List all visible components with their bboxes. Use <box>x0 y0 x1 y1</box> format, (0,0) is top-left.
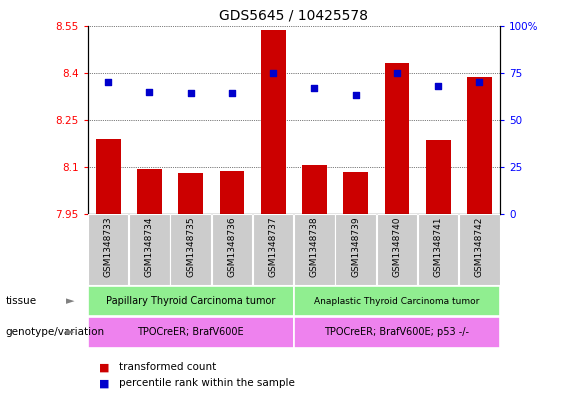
Text: percentile rank within the sample: percentile rank within the sample <box>119 378 294 388</box>
Point <box>227 90 236 97</box>
Point <box>186 90 195 97</box>
Bar <box>129 214 170 285</box>
Bar <box>253 214 293 285</box>
Text: TPOCreER; BrafV600E: TPOCreER; BrafV600E <box>137 327 244 338</box>
Text: Anaplastic Thyroid Carcinoma tumor: Anaplastic Thyroid Carcinoma tumor <box>314 297 480 305</box>
Bar <box>385 63 409 214</box>
Text: GSM1348736: GSM1348736 <box>228 216 236 277</box>
Point <box>475 79 484 85</box>
Text: GSM1348734: GSM1348734 <box>145 216 154 277</box>
Bar <box>96 139 120 214</box>
Text: transformed count: transformed count <box>119 362 216 373</box>
Text: GSM1348738: GSM1348738 <box>310 216 319 277</box>
Bar <box>137 169 162 214</box>
Text: GSM1348741: GSM1348741 <box>434 216 442 277</box>
Point <box>351 92 360 99</box>
Bar <box>220 171 244 214</box>
Text: GSM1348740: GSM1348740 <box>393 216 401 277</box>
Bar <box>179 173 203 214</box>
Point <box>310 84 319 91</box>
Text: ■: ■ <box>99 362 110 373</box>
Point <box>434 83 443 89</box>
Bar <box>171 214 211 285</box>
Bar <box>344 172 368 214</box>
Bar <box>88 317 294 348</box>
Bar <box>88 214 128 285</box>
Bar <box>294 214 334 285</box>
Point <box>145 88 154 95</box>
Text: Papillary Thyroid Carcinoma tumor: Papillary Thyroid Carcinoma tumor <box>106 296 275 306</box>
Bar <box>459 214 499 285</box>
Text: ►: ► <box>66 296 75 306</box>
Point <box>104 79 113 85</box>
Bar <box>88 286 294 316</box>
Bar <box>261 30 285 214</box>
Bar <box>294 286 500 316</box>
Bar <box>426 140 450 214</box>
Bar <box>467 77 492 214</box>
Text: GSM1348733: GSM1348733 <box>104 216 112 277</box>
Text: GSM1348737: GSM1348737 <box>269 216 277 277</box>
Text: ■: ■ <box>99 378 110 388</box>
Bar <box>377 214 417 285</box>
Bar <box>212 214 252 285</box>
Bar <box>302 165 327 214</box>
Bar <box>336 214 376 285</box>
Point <box>392 70 401 76</box>
Bar <box>418 214 458 285</box>
Text: genotype/variation: genotype/variation <box>6 327 105 338</box>
Text: GSM1348739: GSM1348739 <box>351 216 360 277</box>
Text: GSM1348735: GSM1348735 <box>186 216 195 277</box>
Text: GSM1348742: GSM1348742 <box>475 216 484 277</box>
Text: tissue: tissue <box>6 296 37 306</box>
Bar <box>294 317 500 348</box>
Text: TPOCreER; BrafV600E; p53 -/-: TPOCreER; BrafV600E; p53 -/- <box>324 327 470 338</box>
Point <box>269 70 278 76</box>
Title: GDS5645 / 10425578: GDS5645 / 10425578 <box>219 9 368 23</box>
Text: ►: ► <box>66 327 75 338</box>
